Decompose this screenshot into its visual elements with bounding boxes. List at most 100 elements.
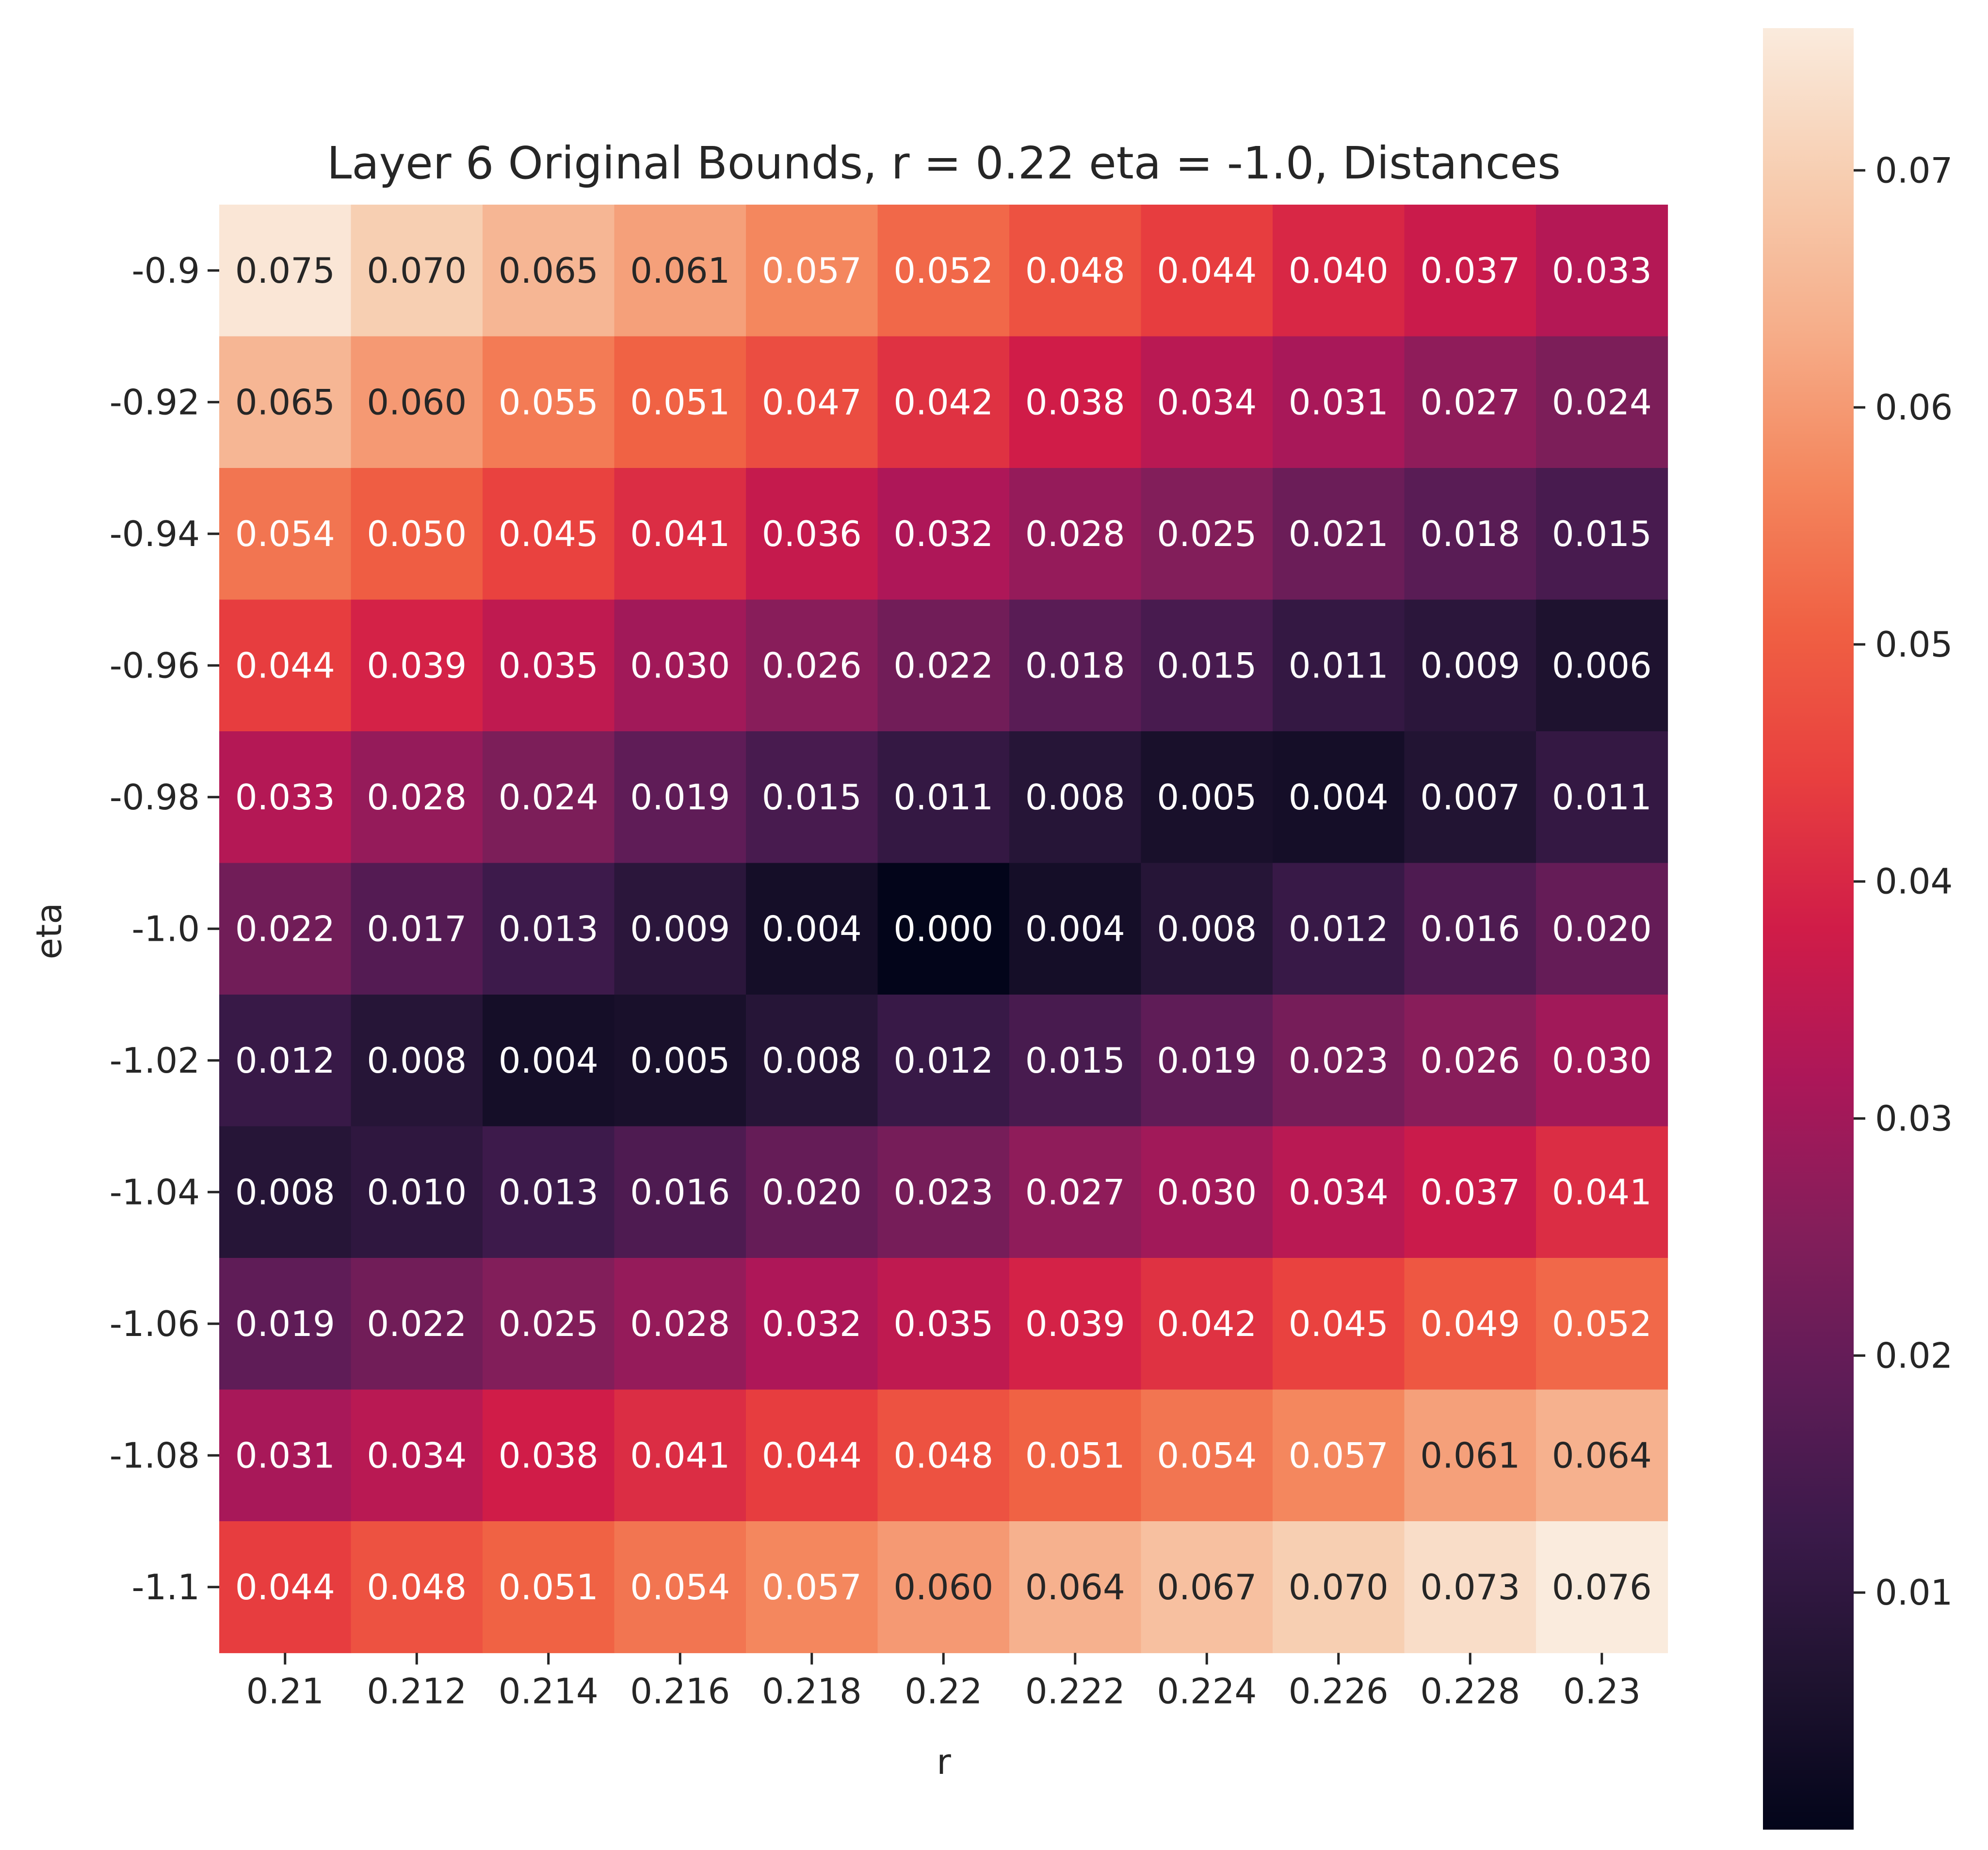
- cell-value-label: 0.048: [893, 1435, 993, 1476]
- colorbar-tick-label: 0.03: [1875, 1098, 1953, 1139]
- heatmap-cell: [614, 468, 746, 600]
- heatmap-cell: [1273, 863, 1405, 995]
- heatmap-cell: [614, 731, 746, 864]
- cell-value-label: 0.042: [893, 382, 993, 422]
- cell-value-label: 0.012: [235, 1040, 335, 1081]
- heatmap-cell: [877, 1521, 1010, 1654]
- heatmap-cell: [1404, 1258, 1536, 1390]
- heatmap-cell: [1141, 1258, 1273, 1390]
- heatmap-cell: [1273, 205, 1405, 337]
- x-tick-label: 0.218: [762, 1671, 862, 1712]
- heatmap-cell: [746, 336, 878, 468]
- x-axis-label: r: [937, 1741, 951, 1782]
- heatmap-cell: [219, 995, 352, 1127]
- cell-value-label: 0.015: [762, 777, 862, 818]
- y-axis-ticks: -0.9 -0.92 -0.94 -0.96 -0.98 -1.0 -1.02 -1.04 -1…: [110, 250, 219, 1608]
- heatmap-cell: [746, 863, 878, 995]
- cell-value-label: 0.034: [1289, 1172, 1389, 1212]
- cell-value-label: 0.051: [1025, 1435, 1125, 1476]
- cell-value-label: 0.040: [1289, 250, 1389, 291]
- y-tick-label: -1.08: [110, 1435, 200, 1476]
- cell-value-label: 0.015: [1025, 1040, 1125, 1081]
- x-tick-label: 0.224: [1157, 1671, 1257, 1712]
- cell-value-label: 0.076: [1552, 1567, 1652, 1608]
- heatmap-cell: [877, 1389, 1010, 1522]
- cell-value-label: 0.006: [1552, 645, 1652, 686]
- y-tick-label: -0.92: [110, 382, 200, 422]
- y-tick-label: -0.96: [110, 645, 200, 686]
- heatmap-cell: [1141, 1521, 1273, 1654]
- heatmap-cell: [1009, 1126, 1142, 1258]
- cell-value-label: 0.055: [499, 382, 598, 422]
- cell-value-label: 0.023: [1289, 1040, 1389, 1081]
- heatmap-cell: [614, 205, 746, 337]
- cell-value-label: 0.024: [1552, 382, 1652, 422]
- cell-value-label: 0.020: [762, 1172, 862, 1212]
- cell-value-label: 0.037: [1420, 1172, 1520, 1212]
- colorbar-tick-label: 0.06: [1875, 387, 1953, 428]
- heatmap-cell: [1009, 1521, 1142, 1654]
- cell-value-label: 0.008: [1157, 908, 1257, 949]
- cell-value-labels: 0.075 0.070 0.065 0.061 0.057 0.052 0.048 0.044…: [235, 250, 1652, 1608]
- cell-value-label: 0.033: [235, 777, 335, 818]
- colorbar-tick-label: 0.01: [1875, 1572, 1953, 1613]
- heatmap-cell: [1141, 863, 1273, 995]
- heatmap-cell: [1009, 1389, 1142, 1522]
- heatmap-cell: [1141, 599, 1273, 732]
- cell-value-label: 0.020: [1552, 908, 1652, 949]
- cell-value-label: 0.033: [1552, 250, 1652, 291]
- cell-value-label: 0.025: [1157, 514, 1257, 554]
- cell-value-label: 0.044: [235, 645, 335, 686]
- cell-value-label: 0.039: [1025, 1303, 1125, 1344]
- heatmap-cell: [877, 731, 1010, 864]
- y-tick-label: -1.04: [110, 1172, 200, 1212]
- cell-value-label: 0.008: [762, 1040, 862, 1081]
- cell-value-label: 0.044: [235, 1567, 335, 1608]
- cell-value-label: 0.019: [630, 777, 730, 818]
- heatmap-cell: [219, 1258, 352, 1390]
- heatmap-cell: [1141, 1126, 1273, 1258]
- cell-value-label: 0.037: [1420, 250, 1520, 291]
- heatmap-cell: [219, 1521, 352, 1654]
- heatmap-cell: [1009, 1258, 1142, 1390]
- heatmap-cell: [1273, 336, 1405, 468]
- cell-value-label: 0.057: [1289, 1435, 1389, 1476]
- x-tick-label: 0.23: [1563, 1671, 1641, 1712]
- cell-value-label: 0.050: [367, 514, 467, 554]
- cell-value-label: 0.052: [1552, 1303, 1652, 1344]
- heatmap-cell: [877, 863, 1010, 995]
- x-tick-label: 0.21: [246, 1671, 324, 1712]
- chart-title: Layer 6 Original Bounds, r = 0.22 eta = …: [327, 137, 1561, 189]
- cell-value-label: 0.061: [1420, 1435, 1520, 1476]
- heatmap-cell: [1273, 468, 1405, 600]
- heatmap-cell: [1536, 863, 1668, 995]
- colorbar-tick-label: 0.04: [1875, 861, 1953, 902]
- cell-value-label: 0.064: [1552, 1435, 1652, 1476]
- y-tick-label: -0.9: [132, 250, 200, 291]
- heatmap-cell: [614, 1521, 746, 1654]
- heatmap-cell: [483, 731, 615, 864]
- heatmap-cell: [1404, 995, 1536, 1127]
- heatmap-cell: [1009, 995, 1142, 1127]
- heatmap-cell: [351, 995, 483, 1127]
- heatmap-cell: [1141, 205, 1273, 337]
- x-tick-label: 0.212: [367, 1671, 467, 1712]
- heatmap-cell: [219, 336, 352, 468]
- x-tick-label: 0.22: [905, 1671, 982, 1712]
- heatmap-cell: [351, 731, 483, 864]
- y-tick-label: -1.02: [110, 1040, 200, 1081]
- heatmap-cell: [219, 1126, 352, 1258]
- heatmap-cell: [351, 1521, 483, 1654]
- heatmap-cell: [483, 1389, 615, 1522]
- heatmap-cell: [614, 995, 746, 1127]
- cell-value-label: 0.039: [367, 645, 467, 686]
- cell-value-label: 0.011: [893, 777, 993, 818]
- cell-value-label: 0.012: [893, 1040, 993, 1081]
- heatmap-cell: [483, 1126, 615, 1258]
- colorbar-tick-label: 0.02: [1875, 1335, 1953, 1376]
- cell-value-label: 0.042: [1157, 1303, 1257, 1344]
- heatmap-cell: [351, 205, 483, 337]
- cell-value-label: 0.017: [367, 908, 467, 949]
- cell-value-label: 0.057: [762, 1567, 862, 1608]
- heatmap-cell: [1273, 995, 1405, 1127]
